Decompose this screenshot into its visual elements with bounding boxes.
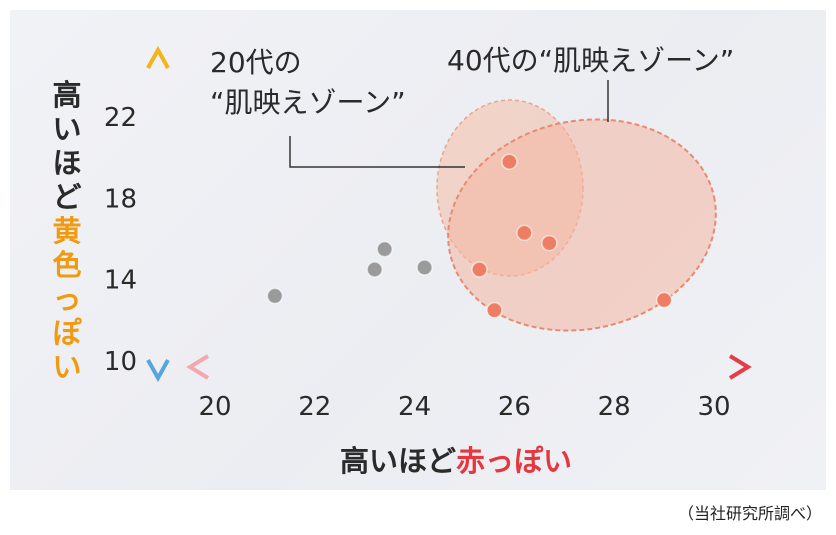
data-points xyxy=(266,153,673,319)
scatter-chart: 20 22 24 26 28 30 22 18 14 10 20代の “肌映えゾーン” 40代の“肌映… xyxy=(104,44,752,422)
data-point-orange xyxy=(501,153,518,170)
data-point-orange xyxy=(486,301,503,319)
x-axis-arrow-left xyxy=(186,354,210,380)
data-point-gray xyxy=(266,287,284,305)
chart-panel: 20 22 24 26 28 30 22 18 14 10 20代の “肌映えゾーン” 40代の“肌映… xyxy=(10,10,826,490)
y-axis-arrow-down xyxy=(146,359,170,383)
zone-labels: 20代の “肌映えゾーン” 40代の“肌映えゾーン” xyxy=(210,44,734,119)
y-tick-label: 18 xyxy=(104,184,137,214)
x-axis-title: 高いほど赤っぽい xyxy=(340,438,572,480)
y-tick-label: 22 xyxy=(104,103,137,133)
source-note: （当社研究所調べ） xyxy=(677,504,822,523)
x-tick-label: 28 xyxy=(598,392,631,422)
leader-line-20s xyxy=(289,136,465,168)
y-axis-arrow-up xyxy=(146,45,170,69)
data-point-gray xyxy=(416,259,433,276)
y-axis-title-prefix: 高いほど xyxy=(52,78,82,214)
x-axis-arrow-right xyxy=(728,354,752,380)
x-tick-label: 30 xyxy=(697,392,730,422)
x-tick-label: 26 xyxy=(498,392,531,422)
x-axis-title-highlight: 赤っぽい xyxy=(456,444,573,478)
zone-label-20s: 20代の xyxy=(210,46,302,79)
y-tick-label: 14 xyxy=(104,266,137,296)
x-axis-title-prefix: 高いほど xyxy=(340,444,457,478)
y-axis-title-highlight: 黄色っぽい xyxy=(52,214,82,384)
x-tick-label: 22 xyxy=(298,392,331,422)
y-axis-title: 高いほど黄色っぽい xyxy=(50,78,84,384)
tick-labels: 20 22 24 26 28 30 22 18 14 10 xyxy=(104,103,731,422)
data-point-orange xyxy=(516,224,533,242)
x-tick-label: 20 xyxy=(198,392,231,422)
zone-layer xyxy=(436,99,717,332)
data-point-gray xyxy=(366,261,383,278)
zone-40s xyxy=(447,118,717,332)
x-tick-label: 24 xyxy=(398,392,431,422)
leader-lines xyxy=(289,80,609,168)
y-tick-label: 10 xyxy=(104,347,137,377)
data-point-orange xyxy=(471,261,488,278)
data-point-gray xyxy=(376,240,393,258)
zone-label-40s: 40代の“肌映えゾーン” xyxy=(447,44,734,77)
axes xyxy=(146,45,752,383)
data-point-orange xyxy=(655,291,673,309)
data-point-orange xyxy=(541,234,558,252)
zone-label-20s: “肌映えゾーン” xyxy=(210,86,406,119)
